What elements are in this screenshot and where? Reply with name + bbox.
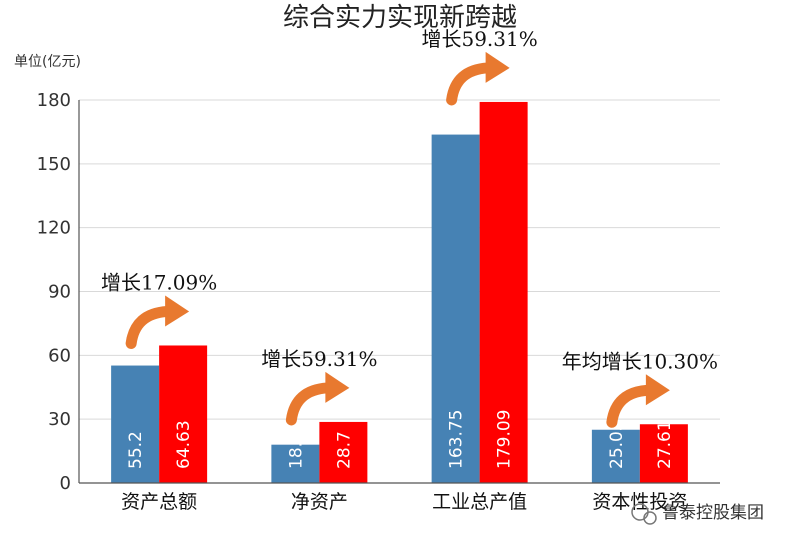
- bar: [271, 444, 320, 483]
- arrow-shaft: [606, 384, 654, 428]
- x-category-label: 资产总额: [121, 491, 197, 513]
- arrow-head: [645, 374, 670, 406]
- arrow-shaft: [125, 305, 173, 349]
- growth-arrow-icon: [606, 374, 670, 428]
- growth-arrow-icon: [285, 371, 350, 426]
- bar: [111, 365, 160, 483]
- bar-value-label: 25.03: [607, 420, 627, 469]
- bar: [591, 429, 640, 483]
- chart-title: 综合实力实现新跨越: [283, 3, 517, 33]
- bar: [159, 345, 208, 483]
- y-tick-label: 90: [48, 282, 71, 303]
- bar-value-label: 27.61: [655, 420, 675, 469]
- bar-value-label: 64.63: [174, 420, 194, 469]
- watermark: 鲁泰控股集团: [631, 503, 764, 525]
- y-tick-label: 30: [48, 409, 71, 430]
- bar-value-label: 163.75: [447, 410, 467, 469]
- growth-annotation: 增长59.31%: [261, 347, 377, 371]
- y-tick-label: 60: [48, 345, 71, 366]
- wechat-icon-bubble: [643, 511, 657, 525]
- x-category-label: 净资产: [291, 491, 348, 513]
- growth-annotation: 年均增长10.30%: [562, 349, 718, 373]
- y-tick-label: 150: [37, 154, 71, 175]
- growth-annotation: 增长59.31%: [421, 27, 537, 51]
- growth-annotation: 增长17.09%: [101, 270, 217, 294]
- bar-value-labels: 55.2 64.63 18.01 28.7 163.75 179.09 25.03 27.61: [126, 410, 675, 469]
- bars: [111, 101, 688, 483]
- watermark-text: 鲁泰控股集团: [662, 503, 764, 523]
- bar: [479, 101, 528, 483]
- growth-arrow-icon: [125, 295, 190, 349]
- y-tick-label: 180: [37, 90, 71, 111]
- arrow-shaft: [446, 62, 494, 106]
- bar: [639, 424, 688, 483]
- arrow-head: [325, 371, 350, 403]
- arrow-head: [485, 51, 510, 83]
- growth-arrow-icon: [446, 51, 510, 106]
- x-category-label: 工业总产值: [432, 491, 527, 513]
- unit-label: 单位(亿元): [14, 54, 81, 70]
- x-axis-categories: 资产总额 净资产 工业总产值 资本性投资: [121, 491, 687, 513]
- bar: [431, 134, 480, 483]
- growth-annotations: 增长17.09% 增长59.31% 增长59.31% 年均增长10.30%: [101, 27, 718, 428]
- arrow-shaft: [285, 382, 333, 426]
- x-category-label: 资本性投资: [592, 491, 687, 513]
- y-axis-ticks: 0 30 60 90 120 150 180: [37, 90, 71, 494]
- bar-value-label: 179.09: [495, 410, 515, 469]
- bar-value-label: 18.01: [286, 420, 306, 469]
- bar-value-label: 28.7: [334, 431, 354, 469]
- bar-value-label: 55.2: [126, 431, 146, 469]
- y-tick-label: 0: [60, 473, 71, 494]
- bar: [319, 421, 368, 483]
- arrow-head: [165, 295, 190, 327]
- y-tick-label: 120: [37, 218, 71, 239]
